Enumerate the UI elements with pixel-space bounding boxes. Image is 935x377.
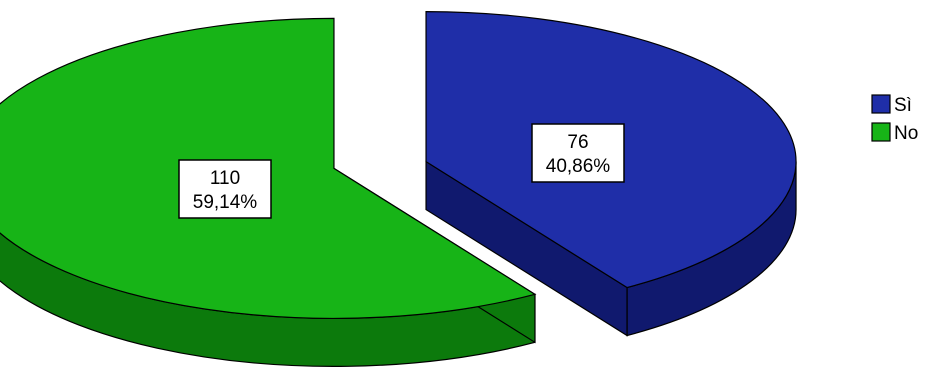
legend-label: Sì [894, 95, 912, 116]
legend: Sì No [871, 94, 918, 144]
legend-item-no: No [871, 122, 918, 144]
legend-swatch [871, 94, 891, 114]
label-box [178, 159, 272, 219]
label-box [531, 123, 625, 183]
data-label-si: 76 40,86% [531, 123, 625, 183]
data-labels: 76 40,86% 110 59,14% [178, 123, 625, 219]
pie-slices [0, 11, 797, 367]
legend-swatch [871, 122, 891, 142]
label-count: 110 [210, 168, 240, 189]
legend-item-si: Sì [871, 94, 912, 116]
data-label-no: 110 59,14% [178, 159, 272, 219]
label-percent: 40,86% [546, 156, 611, 177]
label-count: 76 [567, 132, 588, 153]
legend-label: No [894, 123, 918, 144]
label-percent: 59,14% [193, 192, 258, 213]
